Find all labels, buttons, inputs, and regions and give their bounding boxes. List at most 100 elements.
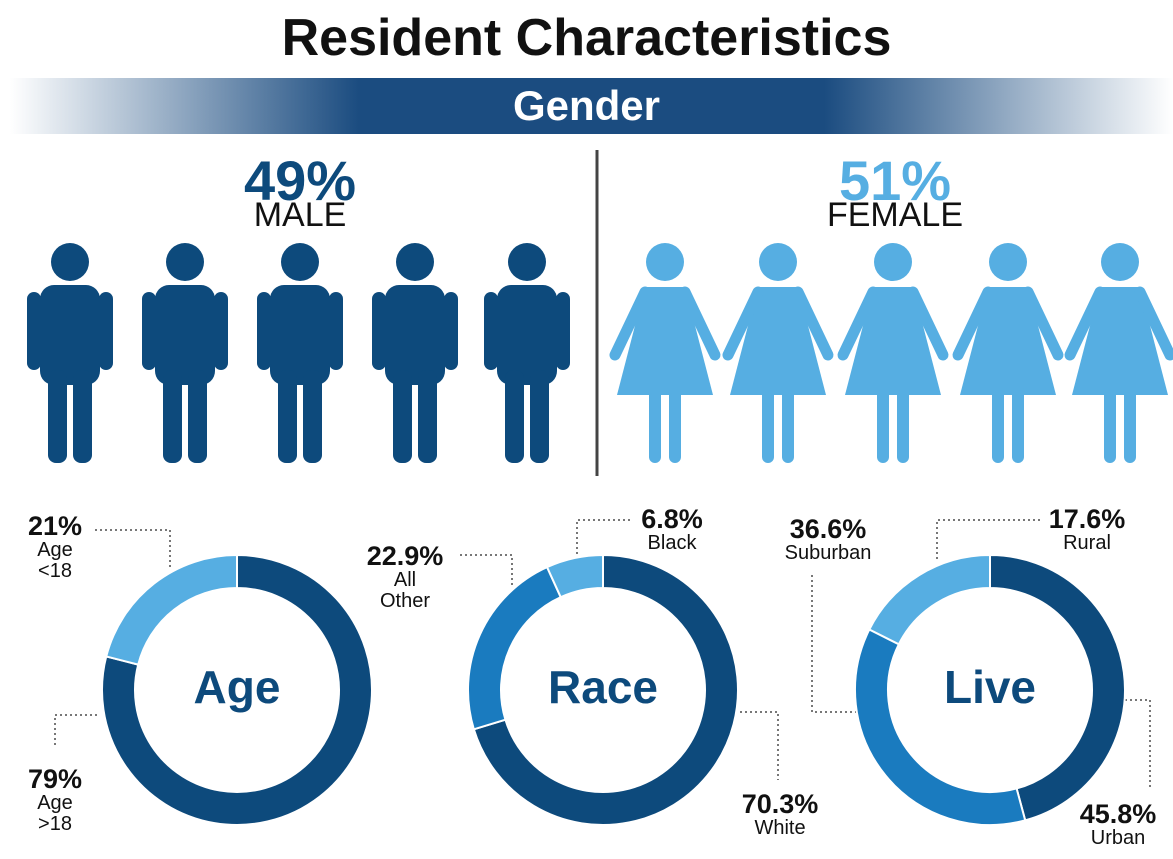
donut-title: Age bbox=[193, 661, 281, 713]
donut-title: Live bbox=[943, 661, 1037, 713]
dress bbox=[617, 287, 713, 395]
female-icon bbox=[722, 243, 834, 463]
female-icon bbox=[609, 243, 721, 463]
head bbox=[989, 243, 1027, 281]
arm bbox=[1064, 286, 1106, 361]
data-label: 70.3% White bbox=[742, 790, 819, 839]
data-label: 45.8% Urban bbox=[1080, 800, 1157, 849]
head bbox=[508, 243, 546, 281]
donut-segment bbox=[867, 553, 991, 646]
arm bbox=[1134, 286, 1173, 361]
donut-segment bbox=[545, 553, 604, 599]
value-label: 36.6% bbox=[789, 514, 867, 544]
arm bbox=[27, 292, 41, 370]
leg bbox=[505, 370, 524, 463]
leg bbox=[762, 385, 774, 463]
category-label: Suburban bbox=[784, 542, 872, 565]
value-label: 6.8% bbox=[641, 504, 703, 534]
arm bbox=[329, 292, 343, 370]
category-label: Age <18 bbox=[37, 539, 73, 583]
head bbox=[281, 243, 319, 281]
gender-name: MALE bbox=[253, 196, 347, 234]
male-icon bbox=[142, 243, 228, 463]
torso bbox=[385, 285, 445, 385]
arm bbox=[679, 286, 721, 361]
data-label: 79% Age >18 bbox=[28, 765, 82, 835]
section-title: Gender bbox=[512, 82, 661, 129]
title: Resident Characteristics bbox=[281, 9, 892, 67]
value-label: 17.6% bbox=[1048, 504, 1126, 534]
data-label: 17.6% Rural bbox=[1049, 505, 1126, 554]
category-label: White bbox=[754, 817, 806, 840]
arm bbox=[484, 292, 498, 370]
dress bbox=[960, 287, 1056, 395]
dress bbox=[730, 287, 826, 395]
data-label: 21% Age <18 bbox=[28, 512, 82, 582]
leader-lines bbox=[54, 519, 1151, 790]
head bbox=[51, 243, 89, 281]
leg bbox=[992, 385, 1004, 463]
dress bbox=[1072, 287, 1168, 395]
arm bbox=[142, 292, 156, 370]
leg bbox=[897, 385, 909, 463]
torso bbox=[270, 285, 330, 385]
leg bbox=[1124, 385, 1136, 463]
arm bbox=[907, 286, 949, 361]
data-label: 22.9% All Other bbox=[367, 542, 444, 612]
value-label: 21% bbox=[27, 511, 83, 541]
arm bbox=[372, 292, 386, 370]
value-label: 79% bbox=[27, 764, 83, 794]
data-label: 6.8% Black bbox=[641, 505, 703, 554]
gender-icons bbox=[609, 243, 1173, 463]
arm bbox=[609, 286, 651, 361]
arm bbox=[722, 286, 764, 361]
head bbox=[1101, 243, 1139, 281]
arm bbox=[952, 286, 994, 361]
torso bbox=[497, 285, 557, 385]
donut-segment bbox=[105, 553, 238, 666]
value-label: 45.8% bbox=[1079, 799, 1157, 829]
torso bbox=[155, 285, 215, 385]
female-icon bbox=[837, 243, 949, 463]
leg bbox=[73, 370, 92, 463]
section-bar bbox=[10, 78, 1173, 134]
arm bbox=[1022, 286, 1064, 361]
leg bbox=[418, 370, 437, 463]
female-icon bbox=[952, 243, 1064, 463]
torso bbox=[40, 285, 100, 385]
donut-segment bbox=[472, 553, 739, 826]
category-label: Rural bbox=[1063, 532, 1111, 555]
head bbox=[759, 243, 797, 281]
value-label: 70.3% bbox=[741, 789, 819, 819]
male-icon bbox=[27, 243, 113, 463]
gender-name: FEMALE bbox=[826, 196, 964, 234]
leg bbox=[278, 370, 297, 463]
male-icon bbox=[484, 243, 570, 463]
donut-title: Race bbox=[548, 661, 658, 713]
donut-segment bbox=[989, 553, 1126, 822]
arm bbox=[837, 286, 879, 361]
data-label: 36.6% Suburban bbox=[785, 515, 872, 564]
gender-percent: 51% bbox=[838, 149, 952, 212]
leg bbox=[669, 385, 681, 463]
leg bbox=[163, 370, 182, 463]
leg bbox=[649, 385, 661, 463]
head bbox=[874, 243, 912, 281]
arm bbox=[556, 292, 570, 370]
leg bbox=[1012, 385, 1024, 463]
category-label: Black bbox=[647, 532, 697, 555]
value-label: 22.9% bbox=[366, 541, 444, 571]
category-label: Age >18 bbox=[37, 792, 73, 836]
dress bbox=[845, 287, 941, 395]
donut-segment bbox=[854, 628, 1027, 826]
arm bbox=[444, 292, 458, 370]
gender-icons bbox=[27, 243, 570, 463]
head bbox=[166, 243, 204, 281]
leg bbox=[48, 370, 67, 463]
category-label: All Other bbox=[379, 569, 431, 613]
female-icon bbox=[1064, 243, 1173, 463]
male-icon bbox=[257, 243, 343, 463]
leg bbox=[530, 370, 549, 463]
male-icon bbox=[372, 243, 458, 463]
